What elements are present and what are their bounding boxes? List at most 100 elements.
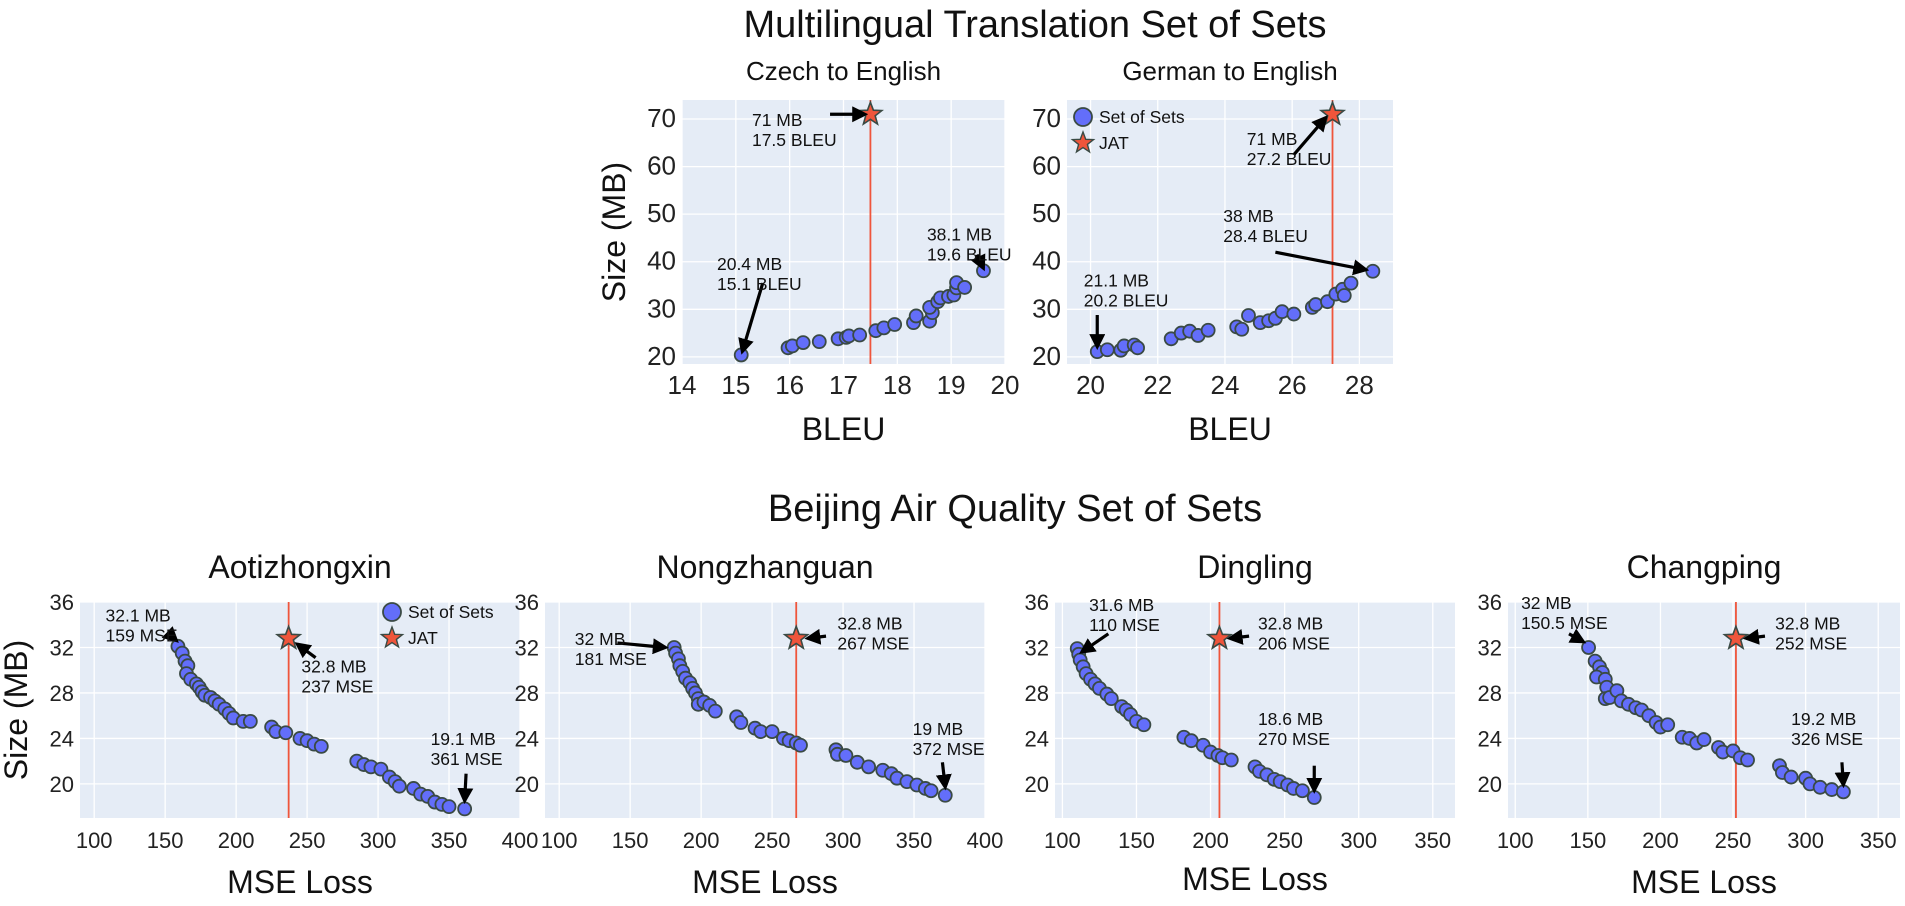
annotation-line: 237 MSE bbox=[301, 676, 373, 696]
annotation-line: 32 MB bbox=[1521, 593, 1572, 613]
annotation-line: 159 MSE bbox=[106, 625, 178, 645]
x-tick-label: 100 bbox=[76, 828, 113, 853]
chart-panel-1: 14 15 16 17 18 19 20 20 30 40 50 60 70 Czech to Engli… bbox=[596, 56, 1019, 447]
annotation-text: 19.1 MB 361 MSE bbox=[431, 729, 503, 769]
data-point bbox=[1286, 306, 1302, 322]
chart-panel-6: 100 150 200 250 300 350 20 24 28 32 36 Changping MSE… bbox=[1478, 549, 1900, 900]
data-point bbox=[1136, 717, 1152, 733]
legend-label-sets: Set of Sets bbox=[1099, 107, 1185, 127]
annotation-line: 20.4 MB bbox=[717, 254, 782, 274]
x-tick-label: 350 bbox=[896, 828, 933, 853]
annotation-line: 71 MB bbox=[1247, 129, 1298, 149]
x-tick-label: 200 bbox=[1192, 828, 1229, 853]
annotation-line: 361 MSE bbox=[431, 749, 503, 769]
y-tick-label: 32 bbox=[50, 635, 74, 660]
y-tick-label: 24 bbox=[515, 726, 539, 751]
y-tick-label: 70 bbox=[1032, 103, 1061, 133]
data-point bbox=[1274, 304, 1290, 320]
y-tick-label: 20 bbox=[1032, 341, 1061, 371]
x-tick-label: 250 bbox=[289, 828, 326, 853]
y-tick-label: 24 bbox=[1478, 726, 1502, 751]
data-point bbox=[1295, 783, 1310, 799]
x-tick-label: 24 bbox=[1210, 370, 1239, 400]
x-axis-label: MSE Loss bbox=[692, 864, 838, 900]
x-tick-label: 350 bbox=[1414, 828, 1451, 853]
annotation-text: 32.8 MB 206 MSE bbox=[1258, 613, 1330, 653]
y-tick-label: 24 bbox=[50, 726, 74, 751]
x-tick-label: 200 bbox=[1642, 828, 1679, 853]
y-tick-label: 32 bbox=[1478, 635, 1502, 660]
annotation-line: 27.2 BLEU bbox=[1247, 149, 1332, 169]
data-point bbox=[1812, 779, 1828, 795]
data-point bbox=[1308, 297, 1324, 312]
legend-label-jat: JAT bbox=[408, 628, 438, 648]
y-tick-label: 32 bbox=[515, 635, 539, 660]
y-tick-label: 50 bbox=[647, 198, 676, 228]
jat-star bbox=[1318, 99, 1347, 126]
y-tick-label: 28 bbox=[515, 681, 539, 706]
annotation-arrow bbox=[1568, 628, 1587, 644]
chart-title: Dingling bbox=[1197, 549, 1313, 585]
data-point bbox=[1099, 342, 1115, 358]
annotation-line: 28.4 BLEU bbox=[1223, 226, 1308, 246]
x-tick-label: 14 bbox=[668, 370, 697, 400]
data-point bbox=[1336, 288, 1352, 303]
y-tick-label: 24 bbox=[1025, 726, 1049, 751]
annotation-line: 71 MB bbox=[752, 110, 803, 130]
x-tick-label: 19 bbox=[937, 370, 966, 400]
x-tick-label: 18 bbox=[883, 370, 912, 400]
chart-title: Changping bbox=[1627, 549, 1782, 585]
x-axis-label: BLEU bbox=[1188, 411, 1272, 447]
y-tick-label: 20 bbox=[647, 341, 676, 371]
annotation-arrow bbox=[1275, 250, 1370, 276]
y-tick-label: 36 bbox=[515, 590, 539, 615]
annotation-text: 32.8 MB 237 MSE bbox=[301, 656, 373, 696]
x-tick-label: 300 bbox=[360, 828, 397, 853]
data-point bbox=[1200, 322, 1216, 338]
chart-panels: 14 15 16 17 18 19 20 20 30 40 50 60 70 Czech to Engli… bbox=[0, 56, 1900, 900]
data-point bbox=[887, 317, 903, 332]
data-point bbox=[1581, 640, 1596, 655]
annotation-arrow bbox=[1079, 632, 1110, 654]
x-tick-label: 22 bbox=[1143, 370, 1172, 400]
x-axis-label: MSE Loss bbox=[227, 864, 373, 900]
annotation-line: 38 MB bbox=[1223, 206, 1274, 226]
legend-label-sets: Set of Sets bbox=[408, 602, 494, 622]
data-point bbox=[1223, 752, 1239, 768]
chart-panel-2: 20 22 24 26 28 20 30 40 50 60 70 German to English B… bbox=[1032, 56, 1393, 447]
chart-title: Czech to English bbox=[746, 56, 941, 86]
x-tick-label: 100 bbox=[541, 828, 578, 853]
data-point bbox=[1740, 752, 1755, 768]
annotation-line: 32.8 MB bbox=[1258, 613, 1323, 633]
x-tick-label: 150 bbox=[147, 828, 184, 853]
data-point bbox=[923, 783, 939, 799]
annotation-text: 71 MB 27.2 BLEU bbox=[1247, 129, 1332, 169]
x-tick-label: 300 bbox=[1787, 828, 1824, 853]
annotation-arrow bbox=[617, 638, 669, 655]
y-tick-label: 40 bbox=[1032, 246, 1061, 276]
annotation-text: 38.1 MB 19.6 BLEU bbox=[927, 224, 1012, 264]
annotation-arrow bbox=[935, 762, 952, 791]
annotation-line: 19 MB bbox=[913, 719, 964, 739]
data-point bbox=[1103, 691, 1119, 707]
data-point bbox=[908, 308, 924, 324]
annotation-text: 32 MB 150.5 MSE bbox=[1521, 593, 1608, 633]
annotation-text: 18.6 MB 270 MSE bbox=[1258, 709, 1330, 749]
x-tick-label: 150 bbox=[1569, 828, 1606, 853]
chart-panel-5: 100 150 200 250 300 350 20 24 28 32 36 Dingling MSE … bbox=[1025, 549, 1455, 897]
x-tick-label: 100 bbox=[1497, 828, 1534, 853]
section-title-bottom: Beijing Air Quality Set of Sets bbox=[768, 488, 1262, 530]
annotation-line: 32.1 MB bbox=[106, 605, 171, 625]
chart-panel-4: 100 150 200 250 300 350 400 20 24 28 32 36 Nongzhang… bbox=[515, 549, 1004, 900]
annotation-arrow bbox=[161, 626, 179, 643]
x-tick-label: 300 bbox=[825, 828, 862, 853]
data-point bbox=[937, 787, 953, 803]
data-point bbox=[441, 799, 457, 815]
data-point bbox=[1306, 790, 1322, 805]
data-point bbox=[1783, 769, 1799, 785]
data-point bbox=[852, 327, 868, 343]
annotation-text: 38 MB 28.4 BLEU bbox=[1223, 206, 1308, 246]
data-point bbox=[1824, 782, 1840, 797]
annotation-text: 21.1 MB 20.2 BLEU bbox=[1084, 270, 1169, 310]
x-axis-label: MSE Loss bbox=[1182, 861, 1328, 897]
